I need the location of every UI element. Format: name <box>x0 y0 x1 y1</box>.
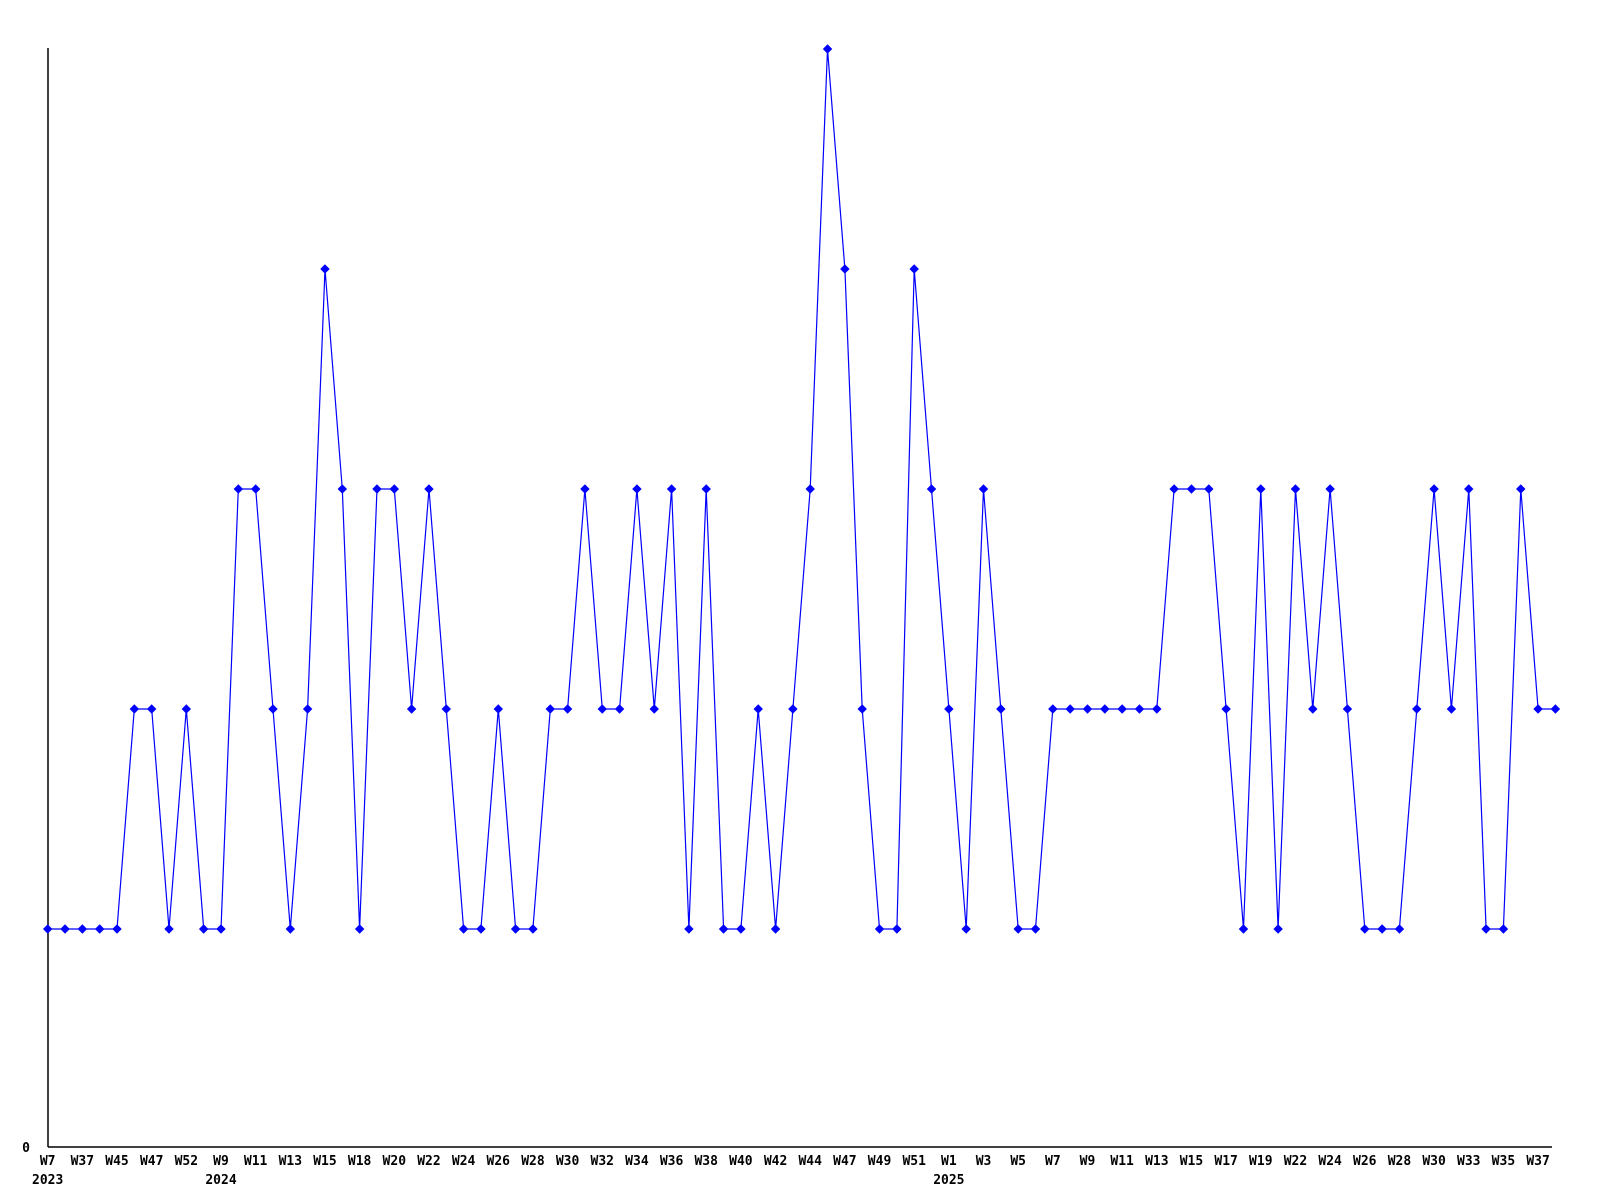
x-tick-week-label: W47 <box>833 1154 856 1169</box>
x-tick-week-label: W18 <box>348 1154 372 1169</box>
x-tick-year-label: 2023 <box>32 1173 63 1188</box>
x-tick-week-label: W44 <box>798 1154 822 1169</box>
x-tick-week-label: W35 <box>1492 1154 1515 1169</box>
x-tick-week-label: W3 <box>976 1154 992 1169</box>
x-tick-year-label: 2025 <box>933 1173 964 1188</box>
x-tick-week-label: W45 <box>105 1154 128 1169</box>
x-tick-week-label: W51 <box>902 1154 926 1169</box>
x-tick-week-label: W42 <box>764 1154 787 1169</box>
data-series-line <box>47 48 1556 930</box>
y-axis-zero-label: 0 <box>22 1141 30 1156</box>
x-tick-week-label: W13 <box>1145 1154 1168 1169</box>
x-tick-week-label: W24 <box>452 1154 476 1169</box>
x-tick-week-label: W36 <box>660 1154 684 1169</box>
x-tick-week-label: W26 <box>487 1154 511 1169</box>
x-tick-week-label: W26 <box>1353 1154 1377 1169</box>
x-tick-week-label: W7 <box>1045 1154 1061 1169</box>
x-tick-week-label: W28 <box>1388 1154 1412 1169</box>
x-tick-week-label: W11 <box>244 1154 268 1169</box>
x-tick-year-label: 2024 <box>205 1173 236 1188</box>
x-tick-week-label: W34 <box>625 1154 649 1169</box>
x-tick-week-label: W40 <box>729 1154 753 1169</box>
x-tick-week-label: W24 <box>1318 1154 1342 1169</box>
x-tick-week-label: W22 <box>1284 1154 1307 1169</box>
x-tick-week-label: W1 <box>941 1154 957 1169</box>
x-tick-week-label: W28 <box>521 1154 545 1169</box>
x-tick-week-label: W32 <box>591 1154 614 1169</box>
x-tick-week-label: W7 <box>40 1154 56 1169</box>
x-tick-week-label: W47 <box>140 1154 163 1169</box>
x-tick-week-label: W19 <box>1249 1154 1272 1169</box>
x-tick-week-label: W30 <box>556 1154 580 1169</box>
x-tick-week-label: W13 <box>279 1154 302 1169</box>
x-tick-week-label: W38 <box>694 1154 718 1169</box>
x-tick-week-label: W22 <box>417 1154 440 1169</box>
x-tick-week-label: W15 <box>313 1154 336 1169</box>
x-tick-week-label: W37 <box>1526 1154 1549 1169</box>
x-tick-week-label: W20 <box>383 1154 407 1169</box>
x-tick-week-label: W9 <box>213 1154 229 1169</box>
x-tick-week-label: W33 <box>1457 1154 1480 1169</box>
x-tick-week-label: W37 <box>71 1154 94 1169</box>
x-tick-week-label: W11 <box>1110 1154 1134 1169</box>
x-tick-week-label: W5 <box>1010 1154 1026 1169</box>
x-tick-week-label: W52 <box>175 1154 198 1169</box>
x-tick-week-label: W17 <box>1214 1154 1237 1169</box>
x-tick-week-label: W15 <box>1180 1154 1203 1169</box>
x-tick-week-label: W30 <box>1422 1154 1446 1169</box>
x-tick-week-label: W49 <box>868 1154 891 1169</box>
x-tick-week-label: W9 <box>1080 1154 1096 1169</box>
